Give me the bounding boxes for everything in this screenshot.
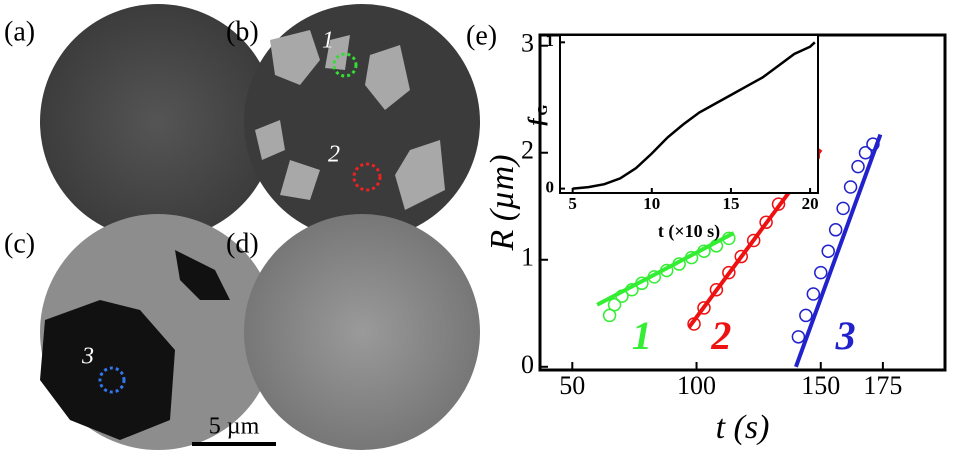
y-axis-label-sub: G xyxy=(536,104,551,115)
y-tick-label: 1 xyxy=(521,243,534,272)
panel-label: (c) xyxy=(4,228,35,259)
y-tick-label: 1 xyxy=(546,31,555,50)
marker-label: 3 xyxy=(81,344,94,370)
panel-label: (a) xyxy=(4,16,35,47)
x-tick-label: 5 xyxy=(568,194,577,213)
series-label: 2 xyxy=(710,313,731,358)
marker-label: 2 xyxy=(328,142,340,168)
figure: 1 2 3 (a) (b) (c) (d) 5 µm 5010015017501… xyxy=(0,0,956,451)
x-tick-label: 150 xyxy=(801,371,840,400)
scale-bar-label: 5 µm xyxy=(209,414,260,440)
y-tick-label: 0 xyxy=(546,178,555,197)
panel-label: (d) xyxy=(226,228,259,259)
micrographs: 1 2 3 (a) (b) (c) (d) 5 µm xyxy=(4,4,480,450)
x-tick-label: 20 xyxy=(802,194,819,213)
x-tick-label: 50 xyxy=(559,371,585,400)
series-label: 1 xyxy=(632,313,652,358)
y-tick-label: 2 xyxy=(521,136,534,165)
x-axis-label: t (×10 s) xyxy=(658,221,720,242)
series-label: 3 xyxy=(835,313,856,358)
y-axis-label: R (µm) xyxy=(484,154,521,251)
y-tick-label: 3 xyxy=(521,29,534,58)
x-tick-label: 100 xyxy=(677,371,716,400)
x-tick-label: 10 xyxy=(643,194,660,213)
panel-label: (e) xyxy=(466,20,497,51)
x-tick-label: 15 xyxy=(722,194,739,213)
panel-label: (b) xyxy=(226,16,259,47)
marker-label: 1 xyxy=(322,28,334,54)
y-tick-label: 0 xyxy=(521,350,534,379)
x-tick-label: 175 xyxy=(863,371,902,400)
x-axis-label: t (s) xyxy=(716,409,770,446)
plot-frame xyxy=(560,35,818,193)
micrograph-d xyxy=(244,214,480,450)
